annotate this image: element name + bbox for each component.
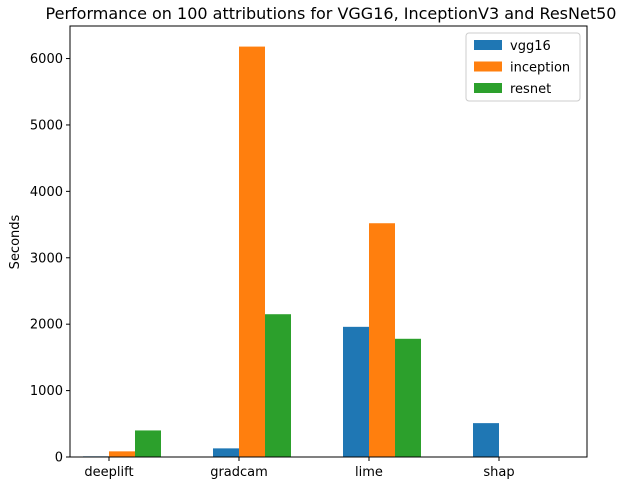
- bar-inception-deeplift: [109, 451, 135, 457]
- bar-resnet-deeplift: [135, 430, 161, 457]
- legend-swatch-resnet: [474, 83, 502, 93]
- x-tick-label-gradcam: gradcam: [210, 465, 268, 480]
- y-tick-label: 2000: [30, 318, 63, 333]
- bar-inception-gradcam: [239, 46, 265, 457]
- legend-label-vgg16: vgg16: [510, 39, 551, 54]
- x-tick-label-deeplift: deeplift: [84, 465, 133, 480]
- legend-label-resnet: resnet: [510, 82, 551, 97]
- x-tick-label-shap: shap: [483, 465, 514, 480]
- y-tick-label: 3000: [30, 251, 63, 266]
- legend: vgg16 inception resnet: [465, 32, 581, 102]
- bar-resnet-gradcam: [265, 314, 291, 457]
- legend-swatch-inception: [474, 61, 502, 72]
- y-tick-label: 4000: [30, 185, 63, 200]
- bar-vgg16-gradcam: [213, 448, 239, 457]
- bar-vgg16-shap: [473, 423, 499, 457]
- chart-title: Performance on 100 attributions for VGG1…: [46, 4, 617, 23]
- bar-resnet-lime: [395, 338, 421, 457]
- bars-group: [83, 46, 499, 457]
- x-tick-label-lime: lime: [355, 465, 383, 480]
- plot-frame: [69, 25, 588, 458]
- bar-inception-lime: [369, 223, 395, 457]
- axes-group: 0 1000 2000 3000 4000 5000 6000 deeplift gradcam…: [30, 25, 588, 480]
- y-tick-label: 5000: [30, 118, 63, 133]
- y-axis-label: Seconds: [8, 214, 23, 269]
- bar-vgg16-lime: [343, 326, 369, 457]
- y-tick-label: 1000: [30, 384, 63, 399]
- legend-swatch-vgg16: [474, 40, 502, 50]
- y-tick-label: 0: [55, 451, 63, 466]
- legend-label-inception: inception: [510, 61, 570, 76]
- y-tick-label: 6000: [30, 52, 63, 67]
